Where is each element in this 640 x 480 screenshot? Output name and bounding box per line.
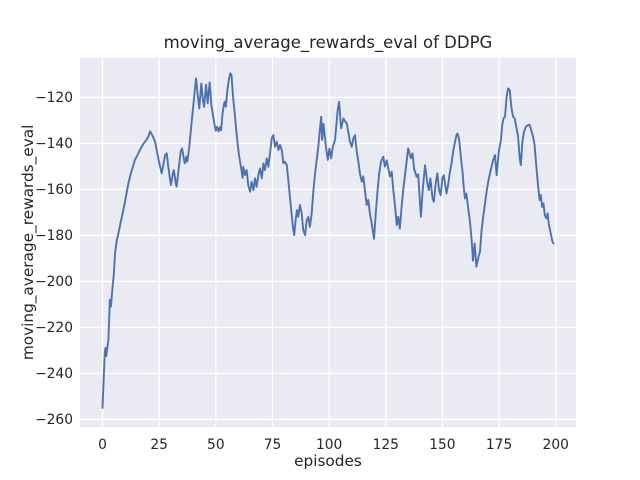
plot-area	[80, 57, 576, 428]
series-lines	[101, 72, 555, 409]
x-tick-label: 175	[486, 437, 512, 453]
y-tick-label: −180	[35, 228, 73, 244]
chart-title: moving_average_rewards_eval of DDPG	[164, 33, 493, 53]
y-tick-label: −160	[35, 182, 73, 198]
x-grid-lines	[101, 57, 557, 428]
x-axis-label: episodes	[294, 452, 362, 470]
y-tick-label: −260	[35, 412, 73, 428]
x-tick-label: 150	[429, 437, 455, 453]
y-tick-label: −240	[35, 366, 73, 382]
y-tick-labels: −120 −140 −160 −180 −200 −220 −240 −260	[35, 90, 73, 428]
x-tick-label: 100	[316, 437, 342, 453]
y-tick-label: −200	[35, 274, 73, 290]
x-tick-label: 25	[150, 437, 168, 453]
x-tick-labels: 0 25 50 75 100 125 150 175 200	[98, 437, 569, 453]
x-tick-label: 0	[98, 437, 107, 453]
x-tick-label: 200	[543, 437, 569, 453]
x-tick-label: 125	[373, 437, 399, 453]
y-tick-label: −220	[35, 320, 73, 336]
y-tick-label: −120	[35, 90, 73, 106]
y-tick-label: −140	[35, 136, 73, 152]
y-grid-lines	[80, 96, 576, 421]
y-axis-label: moving_average_rewards_eval	[19, 125, 38, 361]
x-tick-label: 50	[207, 437, 225, 453]
x-tick-label: 75	[264, 437, 282, 453]
reward-line	[101, 72, 555, 409]
